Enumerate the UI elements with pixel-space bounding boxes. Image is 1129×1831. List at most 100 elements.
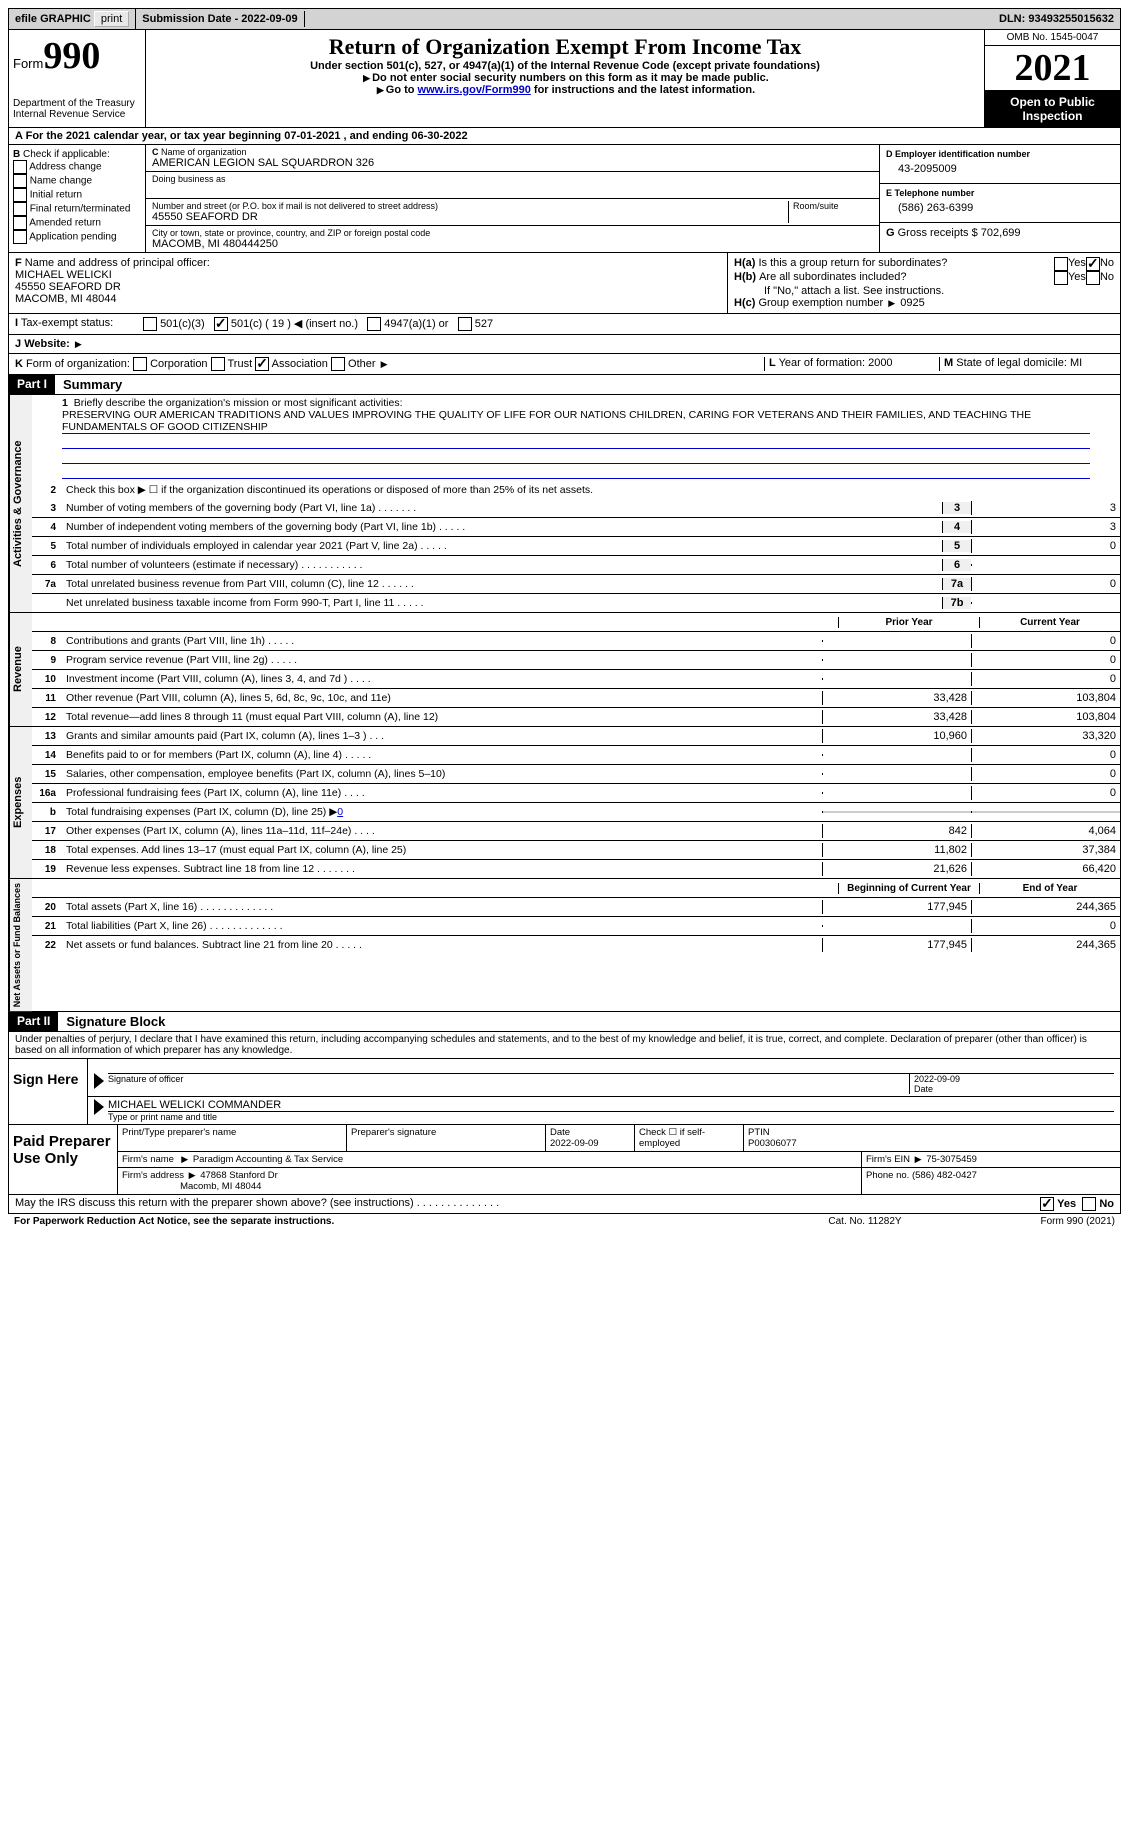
chk-initial[interactable]	[13, 188, 27, 202]
line3-val: 3	[971, 501, 1120, 515]
open-public-badge: Open to Public Inspection	[985, 91, 1120, 127]
group-exemption: 0925	[900, 297, 924, 309]
arrow-icon	[379, 358, 390, 370]
print-button[interactable]: print	[94, 11, 129, 27]
form-word: Form	[13, 56, 43, 71]
note-goto-post: for instructions and the latest informat…	[531, 84, 755, 96]
expenses-section: Expenses 13Grants and similar amounts pa…	[8, 727, 1121, 879]
ein: 43-2095009	[886, 159, 1114, 179]
note-goto-pre: Go to	[386, 84, 418, 96]
arrow-icon	[375, 84, 386, 96]
part1-header: Part I Summary	[8, 375, 1121, 395]
arrow-icon	[187, 1170, 198, 1181]
chk-ha-no[interactable]	[1086, 257, 1100, 271]
chk-hb-yes[interactable]	[1054, 271, 1068, 285]
chk-501c[interactable]	[214, 317, 228, 331]
org-name: AMERICAN LEGION SAL SQUARDRON 326	[152, 157, 873, 169]
phone: (586) 263-6399	[886, 198, 1114, 218]
governance-section: Activities & Governance 1 Briefly descri…	[8, 395, 1121, 613]
year-formed: 2000	[868, 357, 892, 369]
firm-name: Paradigm Accounting & Tax Service	[193, 1154, 343, 1165]
row-a: A For the 2021 calendar year, or tax yea…	[8, 128, 1121, 145]
top-bar: efile GRAPHIC print Submission Date - 20…	[8, 8, 1121, 30]
chk-discuss-no[interactable]	[1082, 1197, 1096, 1211]
501c-num: 19	[272, 318, 284, 330]
arrow-icon	[886, 297, 897, 309]
chk-4947[interactable]	[367, 317, 381, 331]
line5-val: 0	[971, 539, 1120, 553]
row-i: I Tax-exempt status: 501(c)(3) 501(c) ( …	[8, 314, 1121, 335]
irs-link[interactable]: www.irs.gov/Form990	[418, 84, 531, 96]
row-klm: K Form of organization: Corporation Trus…	[8, 354, 1121, 375]
form-header: Form990 Department of the Treasury Inter…	[8, 30, 1121, 128]
chk-discuss-yes[interactable]	[1040, 1197, 1054, 1211]
efile-label: efile GRAPHIC	[15, 13, 91, 25]
chk-amended[interactable]	[13, 216, 27, 230]
dept-label: Department of the Treasury	[13, 98, 141, 109]
preparer-title: Paid Preparer Use Only	[9, 1125, 118, 1194]
sign-here-label: Sign Here	[9, 1059, 88, 1124]
chk-501c3[interactable]	[143, 317, 157, 331]
firm-addr1: 47868 Stanford Dr	[200, 1170, 278, 1181]
b-label: Check if applicable:	[23, 149, 110, 160]
net-assets-section: Net Assets or Fund Balances Beginning of…	[8, 879, 1121, 1012]
signature-block: Sign Here Signature of officer 2022-09-0…	[8, 1059, 1121, 1125]
chk-final[interactable]	[13, 202, 27, 216]
omb-number: OMB No. 1545-0047	[985, 30, 1120, 46]
note-ssn: Do not enter social security numbers on …	[372, 72, 769, 84]
sub-date-label: Submission Date -	[142, 13, 241, 25]
mission-text: PRESERVING OUR AMERICAN TRADITIONS AND V…	[62, 409, 1090, 434]
form-subtitle: Under section 501(c), 527, or 4947(a)(1)…	[150, 60, 980, 72]
dln-value: 93493255015632	[1028, 13, 1114, 25]
chk-pending[interactable]	[13, 230, 27, 244]
arrow-icon	[73, 338, 84, 350]
firm-addr2: Macomb, MI 48044	[180, 1181, 261, 1192]
preparer-block: Paid Preparer Use Only Print/Type prepar…	[8, 1125, 1121, 1195]
state-domicile: MI	[1070, 357, 1082, 369]
chk-hb-no[interactable]	[1086, 271, 1100, 285]
firm-phone: (586) 482-0427	[912, 1170, 977, 1181]
tax-year: 2021	[985, 46, 1120, 91]
ptin: P00306077	[748, 1138, 797, 1149]
officer-section: F Name and address of principal officer:…	[8, 253, 1121, 314]
vlabel-expenses: Expenses	[9, 727, 32, 878]
chk-other[interactable]	[331, 357, 345, 371]
chk-corp[interactable]	[133, 357, 147, 371]
line6-val	[971, 564, 1120, 566]
row-j: J Website:	[8, 335, 1121, 354]
arrow-icon	[94, 1073, 104, 1089]
chk-527[interactable]	[458, 317, 472, 331]
arrow-icon	[94, 1099, 104, 1115]
revenue-section: Revenue Prior YearCurrent Year 8Contribu…	[8, 613, 1121, 727]
vlabel-governance: Activities & Governance	[9, 395, 32, 612]
firm-ein: 75-3075459	[926, 1154, 977, 1165]
part2-header: Part II Signature Block	[8, 1012, 1121, 1032]
org-street: 45550 SEAFORD DR	[152, 211, 784, 223]
officer-name: MICHAEL WELICKI	[15, 269, 112, 281]
officer-city: MACOMB, MI 48044	[15, 293, 116, 305]
vlabel-revenue: Revenue	[9, 613, 32, 726]
gross-receipts: 702,699	[981, 227, 1021, 239]
signer-name: MICHAEL WELICKI COMMANDER	[108, 1099, 281, 1111]
line4-val: 3	[971, 520, 1120, 534]
line7a-val: 0	[971, 577, 1120, 591]
irs-label: Internal Revenue Service	[13, 109, 141, 120]
officer-street: 45550 SEAFORD DR	[15, 281, 121, 293]
chk-address[interactable]	[13, 160, 27, 174]
dln-label: DLN:	[999, 13, 1028, 25]
chk-name[interactable]	[13, 174, 27, 188]
entity-grid: B Check if applicable: Address change Na…	[8, 145, 1121, 253]
discuss-row: May the IRS discuss this return with the…	[8, 1195, 1121, 1214]
form-number: 990	[43, 35, 100, 77]
chk-trust[interactable]	[211, 357, 225, 371]
form-title: Return of Organization Exempt From Incom…	[150, 34, 980, 60]
org-city: MACOMB, MI 480444250	[152, 238, 873, 250]
arrow-icon	[913, 1154, 924, 1165]
penalty-text: Under penalties of perjury, I declare th…	[8, 1032, 1121, 1059]
line7b-val	[971, 602, 1120, 604]
chk-assoc[interactable]	[255, 357, 269, 371]
page-footer: For Paperwork Reduction Act Notice, see …	[8, 1214, 1121, 1229]
chk-ha-yes[interactable]	[1054, 257, 1068, 271]
arrow-icon	[179, 1154, 190, 1165]
arrow-icon	[361, 72, 372, 84]
